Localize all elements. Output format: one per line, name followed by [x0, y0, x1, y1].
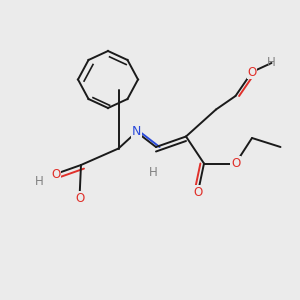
Text: H: H: [34, 175, 43, 188]
Text: H: H: [148, 166, 158, 179]
Text: O: O: [231, 157, 240, 170]
Text: H: H: [267, 56, 276, 70]
Text: N: N: [132, 125, 141, 139]
Text: O: O: [194, 185, 202, 199]
Text: O: O: [51, 167, 60, 181]
Text: O: O: [248, 65, 256, 79]
Text: O: O: [75, 191, 84, 205]
